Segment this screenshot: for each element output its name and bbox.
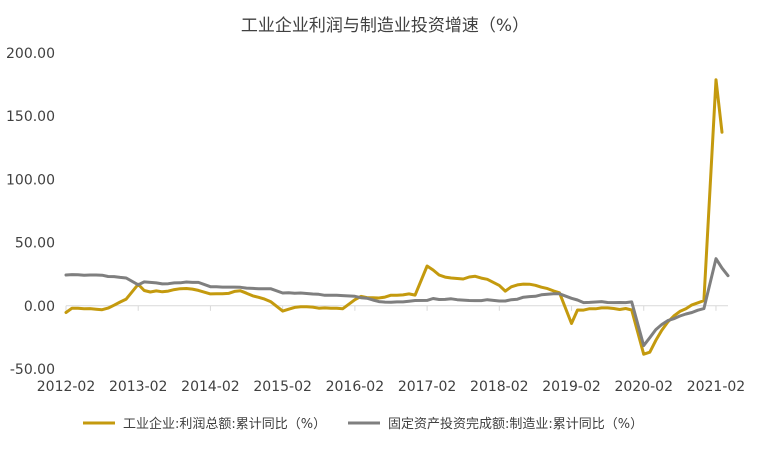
y-tick-label: 150.00	[6, 109, 55, 125]
y-tick-label: 50.00	[15, 236, 55, 252]
series-lines	[64, 78, 730, 356]
x-axis: 2012-02 2013-02 2014-02 2015-02 2016-02 2017-…	[37, 305, 746, 395]
y-tick-label: 0.00	[24, 299, 55, 315]
y-tick-label: 100.00	[6, 172, 55, 188]
legend-label-2: 固定资产投资完成额:制造业:累计同比（%）	[388, 416, 643, 432]
x-tick-label: 2019-02	[542, 379, 601, 395]
legend-label-1: 工业企业:利润总额:累计同比（%）	[123, 416, 326, 432]
x-tick-label: 2020-02	[614, 379, 673, 395]
x-tick-label: 2016-02	[326, 379, 385, 395]
x-tick-label: 2017-02	[398, 379, 457, 395]
x-tick-label: 2013-02	[109, 379, 168, 395]
chart-title: 工业企业利润与制造业投资增速（%）	[241, 16, 529, 36]
series-line-2	[64, 257, 730, 348]
x-tick-label: 2021-02	[687, 379, 746, 395]
y-tick-label: -50.00	[10, 362, 55, 378]
y-axis-tick-labels: 200.00 150.00 100.00 50.00 0.00 -50.00	[6, 46, 55, 378]
x-tick-label: 2015-02	[253, 379, 312, 395]
x-tick-label: 2014-02	[181, 379, 240, 395]
legend: 工业企业:利润总额:累计同比（%） 固定资产投资完成额:制造业:累计同比（%）	[83, 416, 643, 432]
x-tick-label: 2012-02	[37, 379, 96, 395]
y-tick-label: 200.00	[6, 46, 55, 62]
x-tick-label: 2018-02	[470, 379, 529, 395]
series-line-1	[64, 78, 724, 356]
